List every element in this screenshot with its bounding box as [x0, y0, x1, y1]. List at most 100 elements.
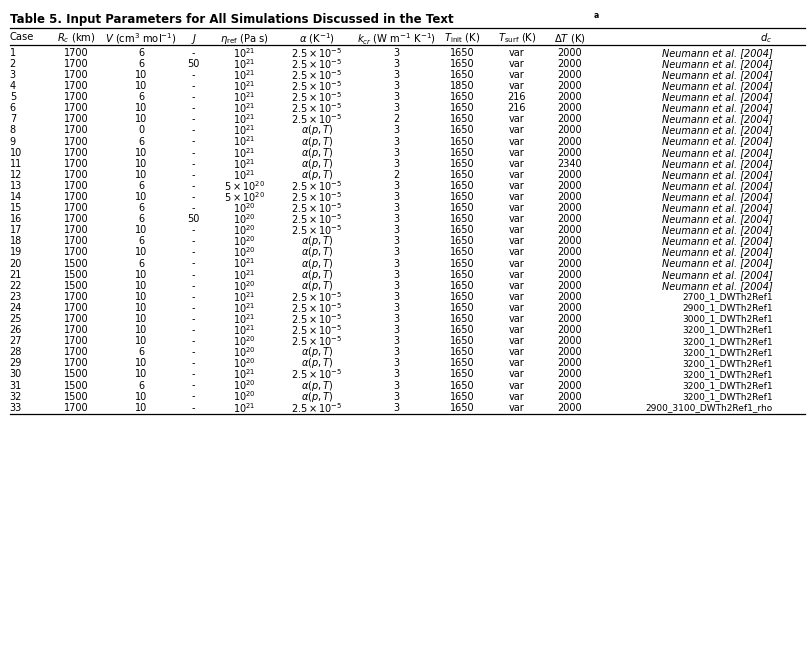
- Text: 10: 10: [135, 70, 147, 80]
- Text: 1700: 1700: [64, 92, 89, 102]
- Text: $V$ (cm$^3$ mol$^{-1}$): $V$ (cm$^3$ mol$^{-1}$): [105, 32, 177, 46]
- Text: $10^{20}$: $10^{20}$: [233, 213, 256, 226]
- Text: $10^{21}$: $10^{21}$: [233, 123, 256, 137]
- Text: $10^{20}$: $10^{20}$: [233, 234, 256, 248]
- Text: 3: 3: [393, 347, 399, 357]
- Text: 2900_1_DWTh2Ref1: 2900_1_DWTh2Ref1: [682, 304, 773, 312]
- Text: 1650: 1650: [450, 381, 474, 391]
- Text: 3: 3: [393, 280, 399, 290]
- Text: 3: 3: [393, 48, 399, 58]
- Text: $10^{20}$: $10^{20}$: [233, 389, 256, 403]
- Text: $2.5 \times 10^{-5}$: $2.5 \times 10^{-5}$: [291, 334, 343, 348]
- Text: 2700_1_DWTh2Ref1: 2700_1_DWTh2Ref1: [682, 292, 773, 302]
- Text: 1650: 1650: [450, 225, 474, 235]
- Text: var: var: [509, 248, 525, 257]
- Text: 1700: 1700: [64, 81, 89, 91]
- Text: var: var: [509, 214, 525, 224]
- Text: $10^{21}$: $10^{21}$: [233, 301, 256, 315]
- Text: $10^{21}$: $10^{21}$: [233, 312, 256, 326]
- Text: $2.5 \times 10^{-5}$: $2.5 \times 10^{-5}$: [291, 90, 343, 104]
- Text: 6: 6: [138, 259, 144, 269]
- Text: 3: 3: [393, 403, 399, 412]
- Text: 6: 6: [138, 203, 144, 213]
- Text: Neumann et al. [2004]: Neumann et al. [2004]: [662, 181, 773, 191]
- Text: -: -: [192, 370, 196, 379]
- Text: Neumann et al. [2004]: Neumann et al. [2004]: [662, 225, 773, 235]
- Text: 1650: 1650: [450, 159, 474, 169]
- Text: $2.5 \times 10^{-5}$: $2.5 \times 10^{-5}$: [291, 323, 343, 337]
- Text: -: -: [192, 259, 196, 269]
- Text: -: -: [192, 159, 196, 169]
- Text: -: -: [192, 358, 196, 368]
- Text: 12: 12: [10, 170, 22, 180]
- Text: 10: 10: [135, 114, 147, 124]
- Text: 3: 3: [393, 292, 399, 302]
- Text: 3: 3: [393, 303, 399, 313]
- Text: var: var: [509, 358, 525, 368]
- Text: 13: 13: [10, 181, 22, 191]
- Text: $\alpha(p,T)$: $\alpha(p,T)$: [301, 156, 333, 171]
- Text: -: -: [192, 148, 196, 158]
- Text: $2.5 \times 10^{-5}$: $2.5 \times 10^{-5}$: [291, 112, 343, 126]
- Text: 1650: 1650: [450, 137, 474, 147]
- Text: $10^{21}$: $10^{21}$: [233, 135, 256, 148]
- Text: 3: 3: [393, 236, 399, 246]
- Text: var: var: [509, 325, 525, 335]
- Text: Case: Case: [10, 32, 34, 42]
- Text: 10: 10: [135, 81, 147, 91]
- Text: $10^{21}$: $10^{21}$: [233, 90, 256, 104]
- Text: 1650: 1650: [450, 125, 474, 135]
- Text: 1700: 1700: [64, 314, 89, 324]
- Text: 3: 3: [393, 370, 399, 379]
- Text: 10: 10: [135, 336, 147, 346]
- Text: 1700: 1700: [64, 325, 89, 335]
- Text: 1500: 1500: [64, 259, 89, 269]
- Text: 1700: 1700: [64, 170, 89, 180]
- Text: $\alpha(p,T)$: $\alpha(p,T)$: [301, 246, 333, 259]
- Text: 9: 9: [10, 137, 16, 147]
- Text: -: -: [192, 336, 196, 346]
- Text: 3: 3: [393, 70, 399, 80]
- Text: 10: 10: [135, 159, 147, 169]
- Text: 216: 216: [508, 92, 526, 102]
- Text: 1650: 1650: [450, 181, 474, 191]
- Text: $2.5 \times 10^{-5}$: $2.5 \times 10^{-5}$: [291, 79, 343, 93]
- Text: 3: 3: [393, 92, 399, 102]
- Text: 6: 6: [10, 104, 16, 114]
- Text: 1650: 1650: [450, 92, 474, 102]
- Text: 2000: 2000: [557, 137, 582, 147]
- Text: Neumann et al. [2004]: Neumann et al. [2004]: [662, 104, 773, 114]
- Text: 1650: 1650: [450, 358, 474, 368]
- Text: $\alpha(p,T)$: $\alpha(p,T)$: [301, 356, 333, 370]
- Text: Neumann et al. [2004]: Neumann et al. [2004]: [662, 59, 773, 69]
- Text: var: var: [509, 314, 525, 324]
- Text: Neumann et al. [2004]: Neumann et al. [2004]: [662, 280, 773, 290]
- Text: 2000: 2000: [557, 181, 582, 191]
- Text: 1700: 1700: [64, 203, 89, 213]
- Text: $10^{21}$: $10^{21}$: [233, 112, 256, 126]
- Text: 3: 3: [393, 391, 399, 401]
- Text: $2.5 \times 10^{-5}$: $2.5 \times 10^{-5}$: [291, 290, 343, 304]
- Text: 2000: 2000: [557, 403, 582, 412]
- Text: 2900_3100_DWTh2Ref1_rho: 2900_3100_DWTh2Ref1_rho: [646, 403, 773, 412]
- Text: -: -: [192, 347, 196, 357]
- Text: 1650: 1650: [450, 292, 474, 302]
- Text: $10^{20}$: $10^{20}$: [233, 279, 256, 292]
- Text: 17: 17: [10, 225, 22, 235]
- Text: $5 \times 10^{20}$: $5 \times 10^{20}$: [224, 190, 265, 204]
- Text: 2000: 2000: [557, 325, 582, 335]
- Text: $10^{21}$: $10^{21}$: [233, 401, 256, 414]
- Text: 3: 3: [393, 137, 399, 147]
- Text: 1700: 1700: [64, 347, 89, 357]
- Text: 27: 27: [10, 336, 22, 346]
- Text: $10^{21}$: $10^{21}$: [233, 79, 256, 93]
- Text: $2.5 \times 10^{-5}$: $2.5 \times 10^{-5}$: [291, 301, 343, 315]
- Text: 1700: 1700: [64, 303, 89, 313]
- Text: 1700: 1700: [64, 403, 89, 412]
- Text: var: var: [509, 336, 525, 346]
- Text: 1650: 1650: [450, 325, 474, 335]
- Text: 20: 20: [10, 259, 22, 269]
- Text: 33: 33: [10, 403, 22, 412]
- Text: -: -: [192, 236, 196, 246]
- Text: -: -: [192, 192, 196, 202]
